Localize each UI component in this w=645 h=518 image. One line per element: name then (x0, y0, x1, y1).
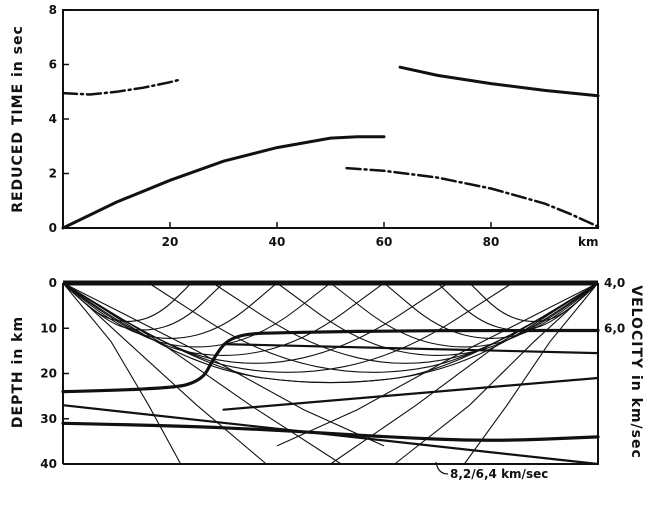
raypath-left (62, 282, 385, 356)
bottom-y-tick-label: 20 (40, 367, 57, 381)
top-x-tick-label: 20 (162, 235, 179, 249)
velocity-value-label: 4,0 (604, 276, 625, 290)
top-y-tick-label: 2 (49, 167, 57, 181)
raypath-left (62, 282, 224, 331)
steep-ray (394, 282, 599, 465)
velocity-boundary-4 (222, 343, 600, 355)
top-y-axis-title: REDUCED TIME in sec (10, 25, 26, 213)
velocity-value-label: 6,0 (604, 321, 625, 335)
velocity-labels-group: 4,0 6,0 (604, 276, 625, 335)
raypath-right (437, 282, 599, 331)
steep-ray (276, 282, 599, 447)
travel-time-curve-2 (61, 135, 386, 230)
bottom-y-tick-label: 10 (40, 321, 57, 335)
top-y-ticks: 0 2 4 6 8 (49, 3, 69, 235)
top-x-tick-label: 60 (376, 235, 393, 249)
steep-ray (62, 282, 267, 465)
raypath-right (62, 282, 599, 384)
bottom-y-ticks: 0 10 20 30 40 (40, 276, 69, 471)
travel-time-curve-3 (345, 166, 600, 228)
top-series-group (61, 65, 600, 230)
raypath-left (62, 282, 331, 348)
velocity-boundaries-group (61, 328, 600, 466)
top-x-ticks: 20 40 60 80 (162, 222, 500, 249)
raypaths-group (62, 282, 599, 465)
top-y-tick-label: 6 (49, 58, 57, 72)
velocity-boundary-3 (61, 404, 600, 466)
depth-section-panel: 0 10 20 30 40 4,0 6,0 8,2/6,4 km/sec DEPTH in… (10, 276, 644, 481)
velocity-boundary-2 (61, 421, 600, 442)
bottom-y-tick-label: 40 (40, 457, 57, 471)
top-y-tick-label: 0 (49, 221, 57, 235)
bottom-plot-frame (62, 280, 599, 465)
raypath-right (330, 282, 599, 348)
top-y-tick-label: 4 (49, 112, 57, 126)
x-unit-label: km (578, 235, 598, 249)
velocity-axis-title: VELOCITY in km/sec (628, 285, 644, 459)
bottom-y-tick-label: 0 (49, 276, 57, 290)
depth-axis-title: DEPTH in km (10, 316, 26, 428)
annotation-leader (435, 461, 449, 475)
top-y-tick-label: 8 (49, 3, 57, 17)
top-x-tick-label: 80 (483, 235, 500, 249)
bottom-y-tick-label: 30 (40, 412, 57, 426)
steep-ray (463, 282, 599, 465)
velocity-annotation: 8,2/6,4 km/sec (450, 467, 548, 481)
steep-ray (62, 282, 182, 465)
travel-time-curve-1 (61, 78, 182, 96)
raypath-left (62, 282, 278, 339)
velocity-boundary-5 (222, 376, 600, 411)
steep-ray (62, 282, 385, 447)
top-x-tick-label: 40 (269, 235, 286, 249)
travel-time-panel: 0 2 4 6 8 20 40 60 80 km REDUCED TIME in sec (10, 3, 600, 249)
travel-time-curve-4 (398, 65, 600, 98)
raypath-right (383, 282, 599, 339)
velocity-boundary-1 (61, 328, 600, 394)
raypath-right (276, 282, 599, 356)
